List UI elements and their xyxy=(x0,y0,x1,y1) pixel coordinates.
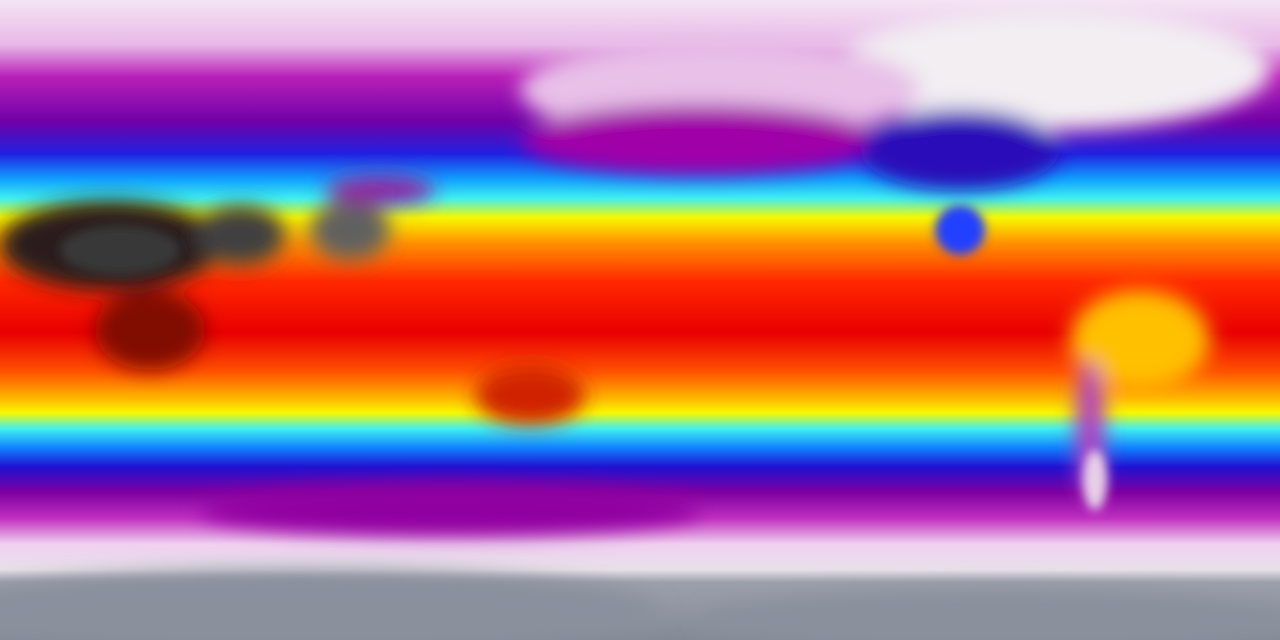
patagonia xyxy=(1083,450,1107,510)
southern-ocean-purple xyxy=(200,485,700,535)
tibet-cold xyxy=(325,175,435,205)
mexico-coast xyxy=(935,205,985,255)
south-america-warm xyxy=(1070,290,1210,390)
central-africa xyxy=(95,290,205,370)
north-pacific-purple xyxy=(520,105,880,175)
arctic-north-america-cold xyxy=(830,10,1270,130)
antarctica-ice-east xyxy=(700,590,1280,640)
north-america-blue xyxy=(860,110,1060,190)
india-hot xyxy=(310,200,390,260)
antarctica-ice xyxy=(0,570,660,640)
australia-hot xyxy=(475,365,585,425)
sahara-core xyxy=(60,225,180,275)
arabia-hot xyxy=(195,205,285,265)
